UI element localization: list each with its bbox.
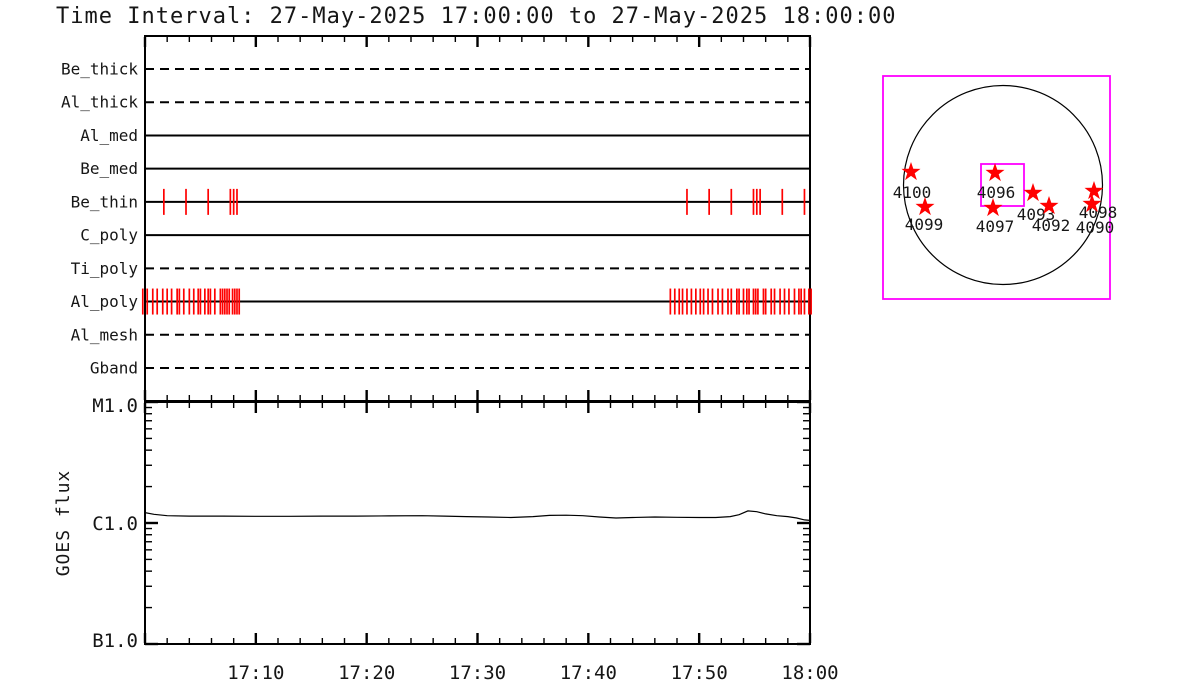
active-region-star-4093: [1023, 183, 1043, 202]
goes-flux-curve: [144, 510, 811, 521]
channel-label-Ti_poly: Ti_poly: [71, 259, 139, 278]
channel-label-C_poly: C_poly: [80, 226, 138, 245]
channel-label-Al_mesh: Al_mesh: [71, 325, 138, 344]
channel-label-Al_poly: Al_poly: [71, 292, 139, 311]
channel-label-Be_thin: Be_thin: [71, 192, 138, 211]
active-region-label-4092: 4092: [1032, 216, 1071, 235]
solar-fov-box-outer: [882, 75, 1111, 300]
solar-fov-box-inner: [980, 163, 1025, 207]
goes-y-tick-label: B1.0: [92, 630, 138, 652]
goes-axis-title: GOES flux: [53, 470, 74, 577]
active-region-star-4099: [915, 197, 935, 216]
timeline-panel-frame: [144, 35, 811, 402]
x-tick-label: 18:00: [781, 662, 838, 684]
active-region-label-4097: 4097: [976, 217, 1015, 236]
active-region-star-4096: [985, 163, 1005, 182]
solar-disk: [902, 84, 1104, 286]
plot-title: Time Interval: 27-May-2025 17:00:00 to 2…: [56, 4, 897, 29]
active-region-star-4090: [1082, 194, 1102, 213]
active-region-label-4099: 4099: [905, 215, 944, 234]
active-region-star-4100: [901, 162, 921, 181]
active-region-star-4098: [1084, 181, 1104, 200]
goes-y-tick-label: C1.0: [92, 513, 138, 535]
active-region-star-4097: [983, 198, 1003, 217]
active-region-label-4090: 4090: [1076, 218, 1115, 237]
active-region-star-4092: [1039, 196, 1059, 215]
channel-label-Gband: Gband: [90, 358, 138, 377]
goes-y-tick-label: M1.0: [92, 395, 138, 417]
x-tick-label: 17:40: [560, 662, 617, 684]
channel-label-Be_thick: Be_thick: [61, 60, 138, 79]
x-tick-label: 17:30: [449, 662, 506, 684]
x-tick-label: 17:10: [227, 662, 284, 684]
active-region-label-4096: 4096: [977, 183, 1016, 202]
channel-label-Be_med: Be_med: [80, 159, 138, 178]
channel-label-Al_thick: Al_thick: [61, 93, 138, 112]
x-tick-label: 17:20: [338, 662, 395, 684]
goes-panel-frame: [144, 401, 811, 645]
x-tick-label: 17:50: [671, 662, 728, 684]
channel-label-Al_med: Al_med: [80, 126, 138, 145]
active-region-label-4100: 4100: [893, 183, 932, 202]
